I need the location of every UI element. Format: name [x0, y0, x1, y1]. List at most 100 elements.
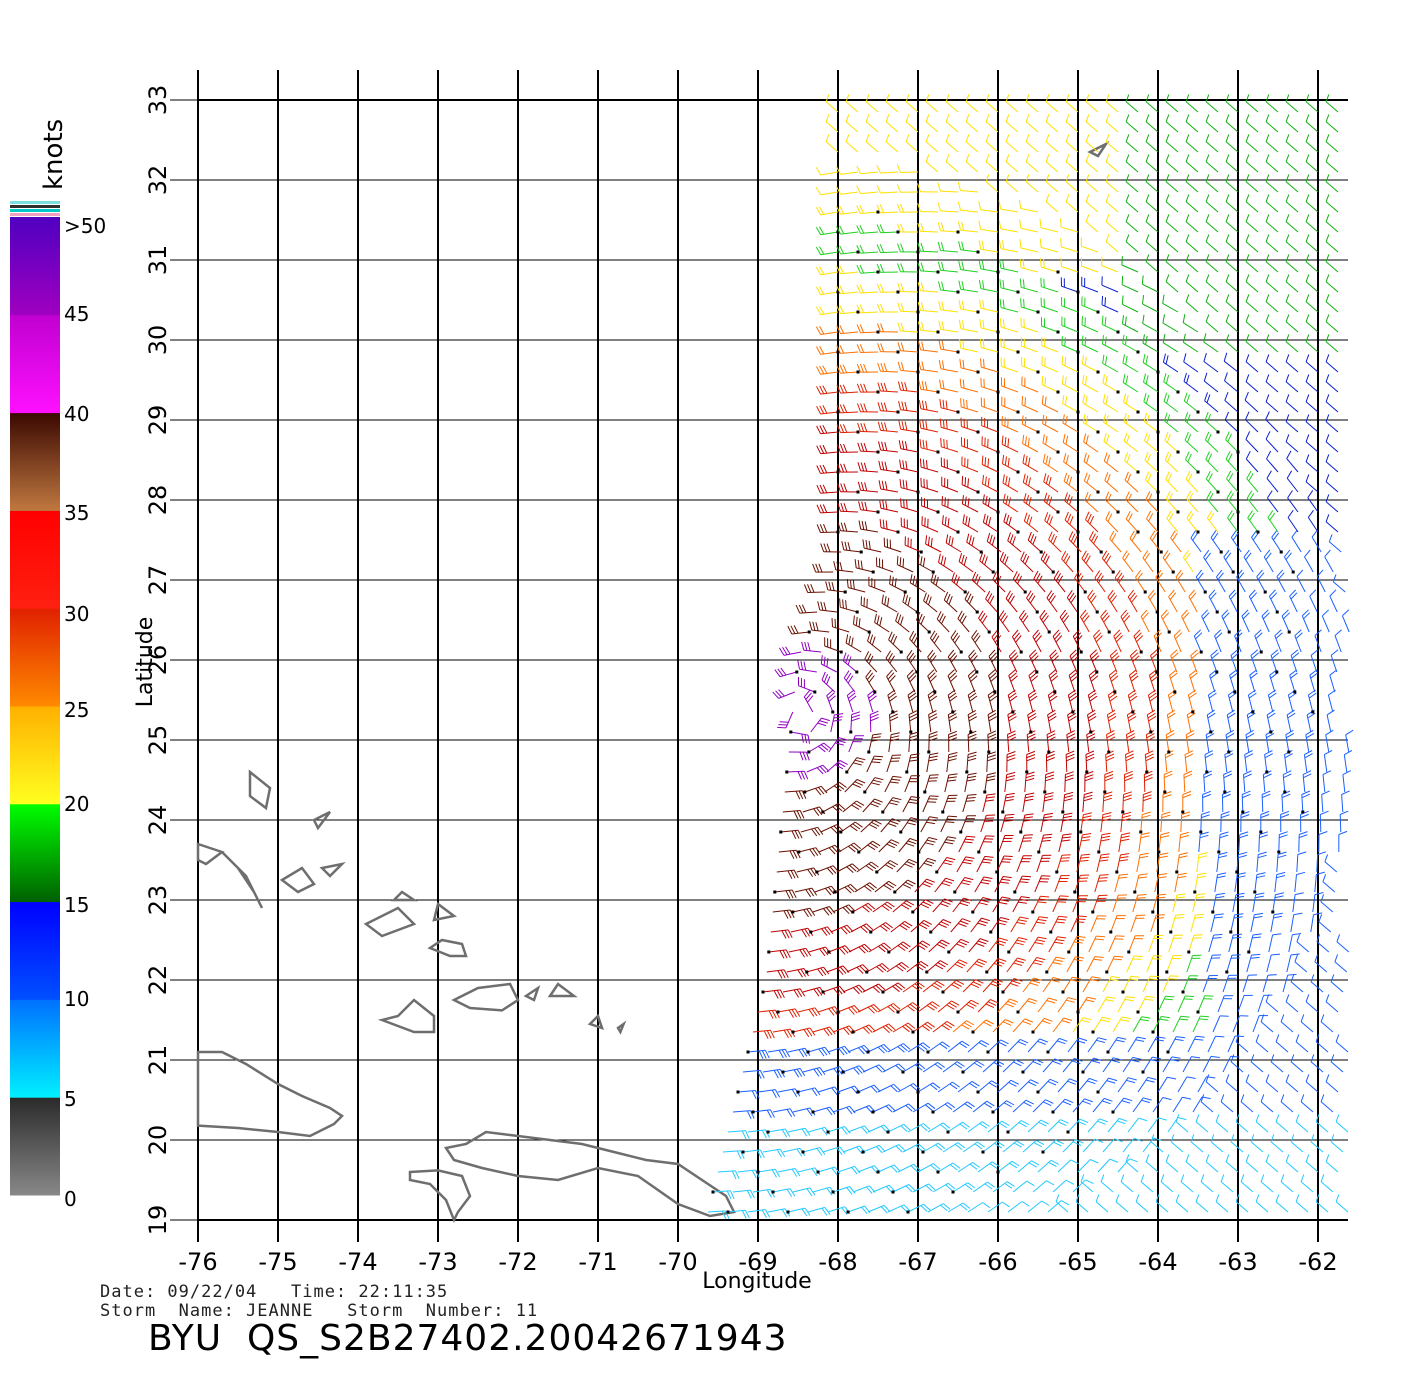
wind-barb	[887, 1204, 911, 1213]
wind-barb	[947, 938, 970, 954]
barb-feather	[906, 499, 908, 509]
barb-feather	[840, 927, 848, 935]
barb-feather	[871, 739, 881, 742]
wind-barb	[1283, 549, 1295, 574]
wind-barb	[778, 849, 801, 859]
barb-feather	[1340, 810, 1349, 815]
barb-feather	[874, 755, 884, 758]
barb-feather	[851, 711, 861, 715]
wind-barb	[892, 1022, 916, 1033]
barb-feather	[1010, 652, 1018, 660]
rain-flag-marker	[1103, 790, 1107, 794]
wind-barb	[888, 732, 900, 753]
barb-shaft	[1260, 1021, 1274, 1033]
barb-feather	[1299, 831, 1308, 835]
barb-feather	[845, 672, 852, 681]
barb-feather	[802, 948, 809, 957]
barb-feather	[951, 572, 955, 582]
barb-feather	[1082, 1017, 1092, 1021]
wind-barb	[1260, 1014, 1274, 1033]
barb-feather	[1091, 1060, 1101, 1064]
barb-feather	[1141, 814, 1151, 819]
barb-shaft	[1310, 1141, 1324, 1153]
wind-barb	[1226, 490, 1240, 514]
barb-feather	[928, 713, 938, 719]
barb-feather	[876, 966, 884, 973]
wind-barb	[1245, 1154, 1259, 1173]
barb-feather	[822, 484, 828, 494]
barb-shaft	[1307, 497, 1319, 513]
barb-feather	[978, 610, 984, 619]
rain-flag-marker	[986, 1050, 990, 1054]
barb-feather	[969, 1163, 978, 1170]
wind-barb	[1295, 1034, 1309, 1053]
barb-feather	[1066, 753, 1075, 759]
barb-feather	[1126, 733, 1135, 739]
wind-barb	[727, 1130, 750, 1140]
barb-feather	[1155, 1194, 1160, 1202]
wind-barb	[1287, 510, 1299, 533]
wind-barb	[857, 1004, 881, 1014]
barb-feather	[980, 1040, 990, 1046]
barb-shaft	[1270, 1141, 1284, 1153]
barb-shaft	[1335, 1201, 1349, 1213]
barb-feather	[773, 1070, 779, 1079]
wind-barb	[1138, 832, 1150, 853]
barb-feather	[945, 821, 955, 823]
barb-feather	[915, 1144, 923, 1152]
barb-shaft	[1251, 537, 1262, 553]
barb-feather	[816, 767, 824, 775]
barb-feather	[1044, 798, 1053, 802]
barb-feather	[1010, 675, 1018, 682]
barb-feather	[1002, 474, 1005, 484]
barb-shaft	[1222, 975, 1230, 993]
barb-feather	[853, 1067, 860, 1075]
wind-barb	[897, 1163, 921, 1173]
barb-shaft	[1246, 954, 1252, 973]
barb-feather	[848, 635, 851, 645]
barb-feather	[779, 1148, 786, 1157]
barb-feather	[1161, 811, 1171, 815]
barb-shaft	[1066, 597, 1078, 613]
barb-feather	[879, 964, 887, 972]
barb-shaft	[1320, 1021, 1334, 1033]
barb-shaft	[1322, 881, 1336, 893]
rain-flag-marker	[915, 670, 919, 674]
barb-feather	[1269, 512, 1276, 521]
wind-barb	[817, 1086, 841, 1096]
wind-barb	[992, 1181, 1015, 1193]
wind-barb	[711, 1190, 735, 1200]
wind-barb	[1314, 629, 1322, 653]
barb-feather	[1240, 814, 1250, 819]
barb-feather	[1172, 532, 1178, 541]
barb-shaft	[1037, 1159, 1052, 1173]
wind-barb	[904, 536, 923, 554]
barb-shaft	[892, 1103, 909, 1113]
barb-feather	[776, 1149, 783, 1158]
wind-barb	[1046, 590, 1058, 613]
rain-flag-marker	[926, 1050, 930, 1054]
wind-barb	[1264, 750, 1274, 774]
rain-flag-marker	[1151, 910, 1155, 914]
barb-feather	[1018, 610, 1025, 618]
barb-feather	[1051, 655, 1059, 663]
barb-feather	[749, 1189, 755, 1199]
barb-feather	[1025, 1099, 1035, 1105]
barb-shaft	[842, 660, 858, 673]
rain-flag-marker	[1055, 870, 1059, 874]
barb-feather	[838, 737, 848, 741]
barb-feather	[1190, 672, 1198, 679]
barb-feather	[1139, 852, 1149, 856]
barb-feather	[828, 581, 832, 591]
wind-barb	[1266, 709, 1276, 734]
wind-barb	[1185, 1154, 1199, 1173]
barb-feather	[1223, 549, 1230, 558]
barb-feather	[1070, 595, 1077, 604]
rain-flag-marker	[1007, 950, 1011, 954]
barb-feather	[1174, 917, 1184, 919]
barb-shaft	[1082, 1138, 1096, 1153]
barb-feather	[878, 1064, 886, 1072]
barb-feather	[1024, 1018, 1034, 1023]
wind-barb	[1190, 913, 1205, 933]
barb-shaft	[1246, 478, 1259, 493]
